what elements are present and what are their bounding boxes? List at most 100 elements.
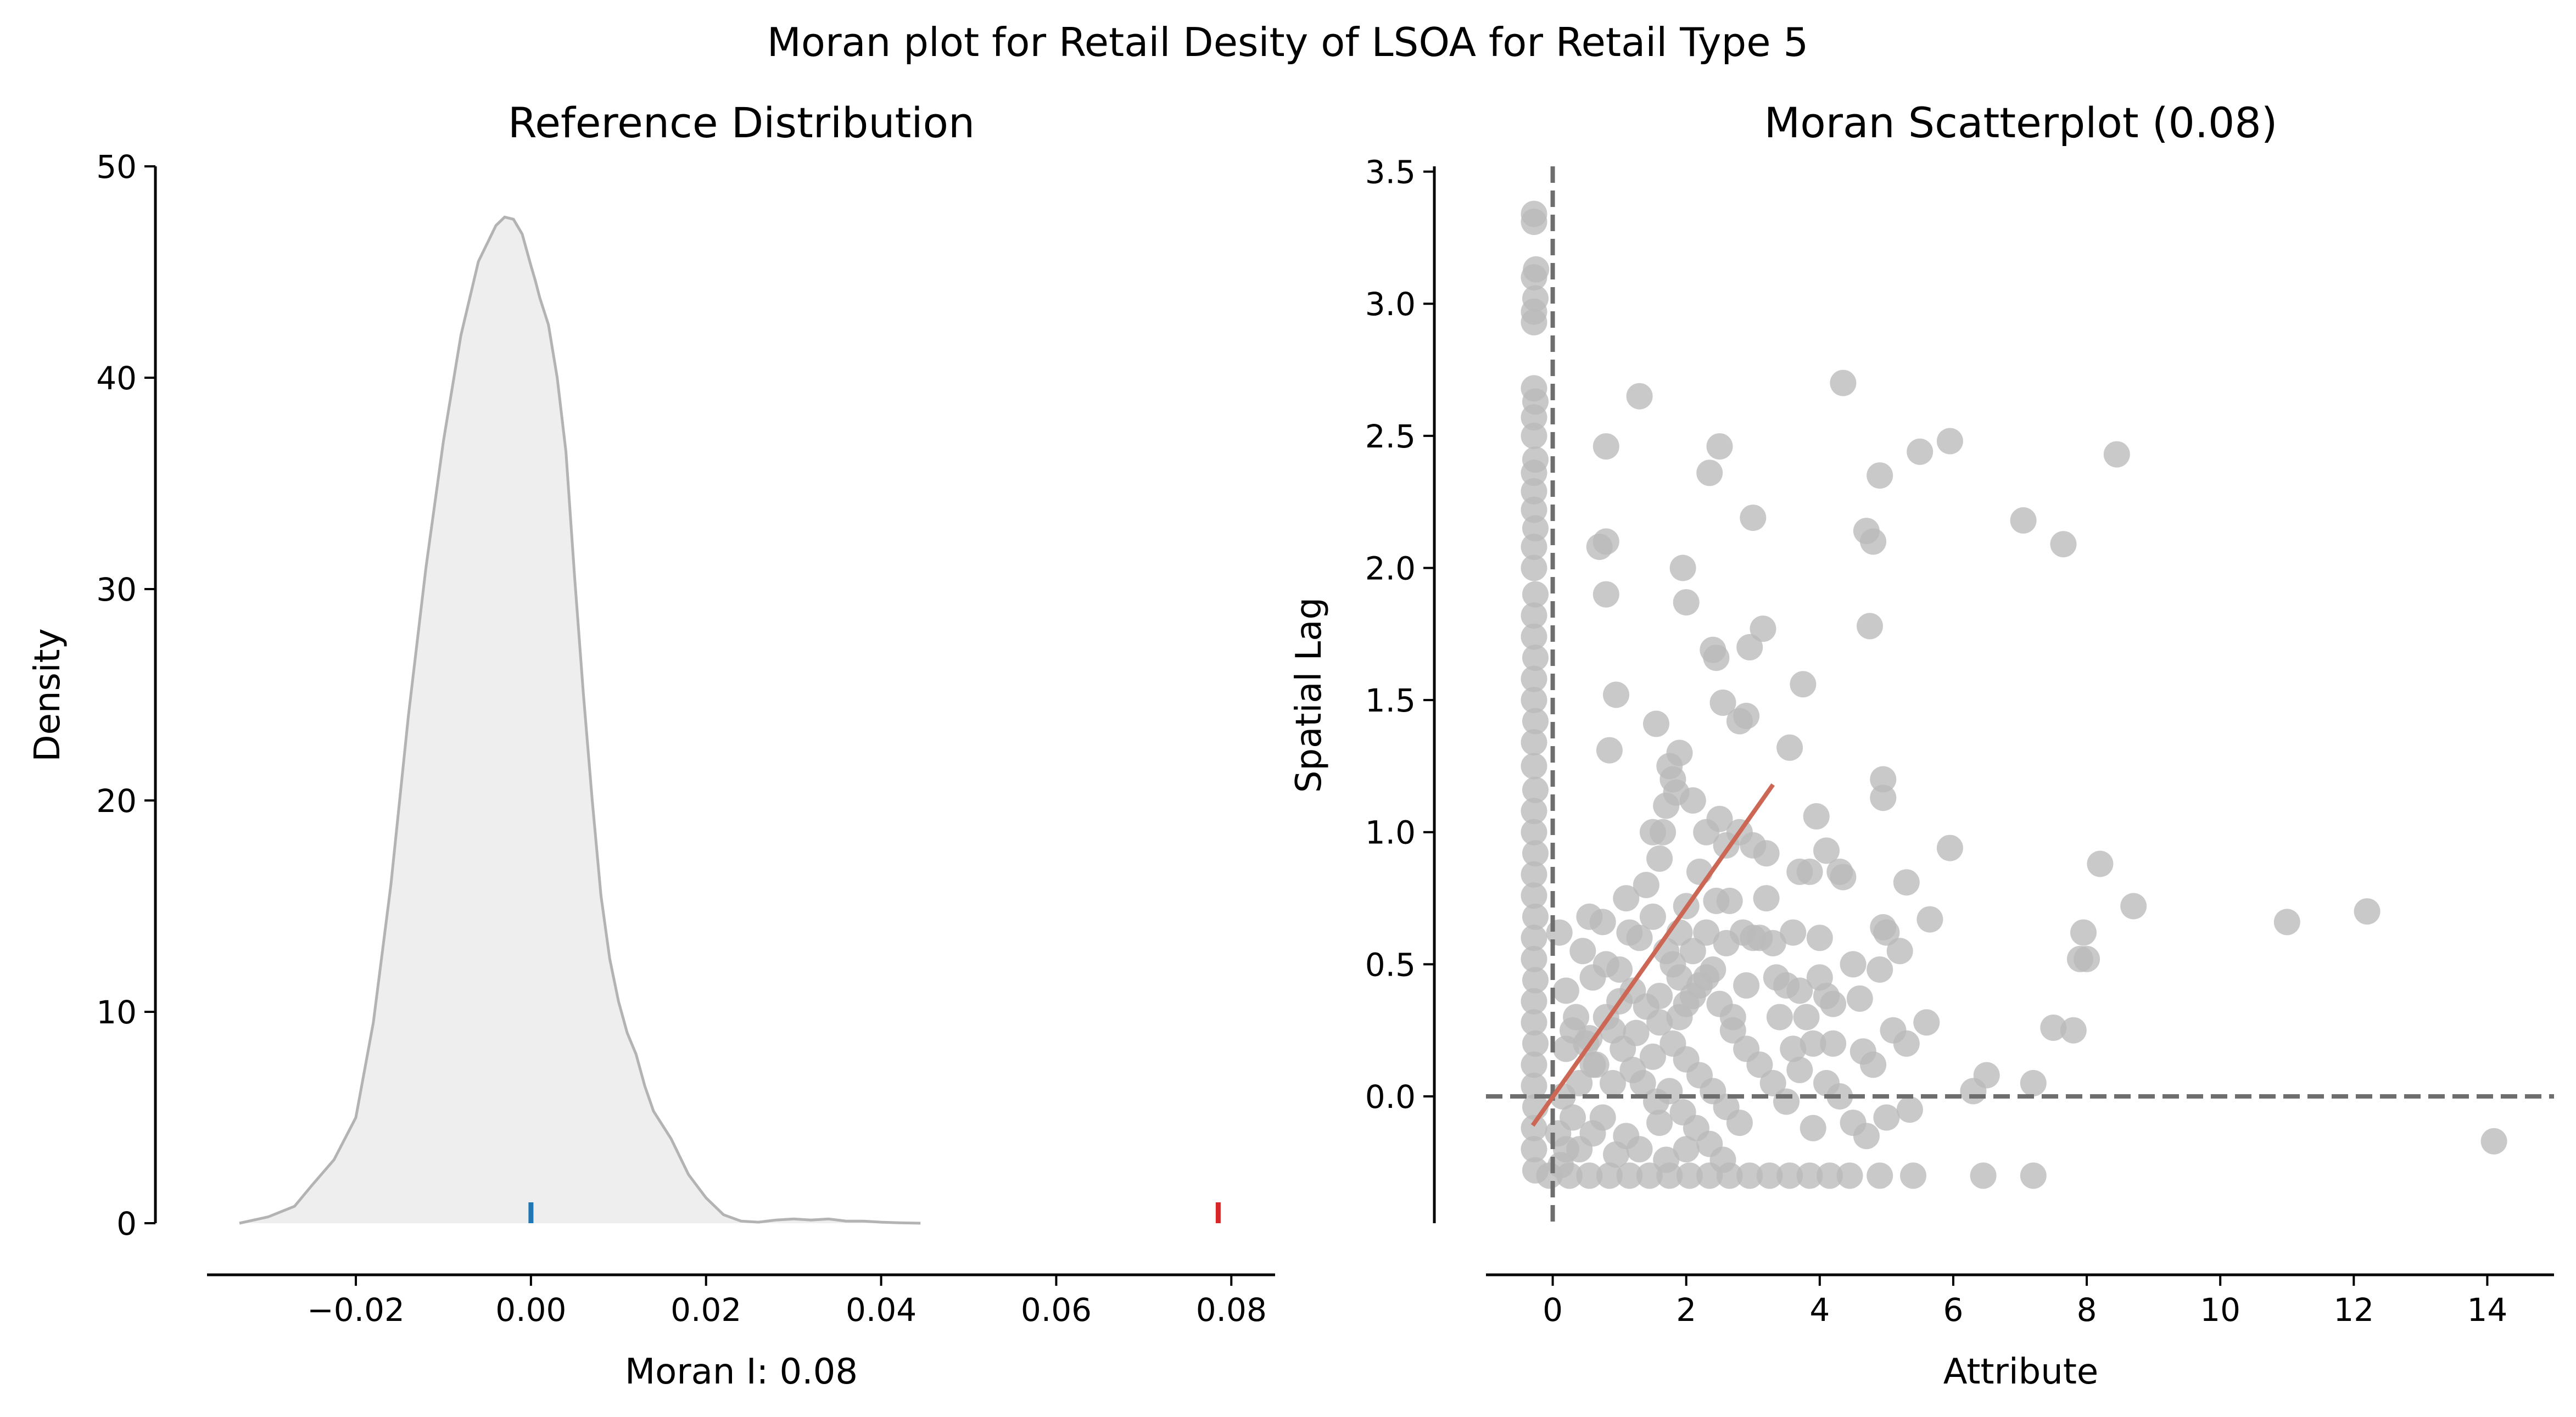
scatter-point-157: [1973, 1062, 2000, 1089]
scatter-point-115: [1589, 909, 1616, 936]
kde-line: [239, 215, 921, 1225]
scatter-point-63: [1900, 1162, 1926, 1189]
scatter-point-202: [1696, 460, 1723, 486]
scatter-point-155: [1896, 1096, 1923, 1123]
scatter-point-33: [1522, 903, 1549, 930]
scatter-point-40: [1521, 1051, 1547, 1078]
right-y-tick-label-4: 2.0: [1365, 550, 1416, 587]
scatter-point-128: [1706, 805, 1733, 832]
scatter-point-242: [1552, 977, 1579, 1004]
left-x-tick-label-3: 0.04: [846, 1291, 917, 1329]
scatter-point-27: [1522, 776, 1549, 803]
left-x-tick-label-1: 0.00: [495, 1291, 566, 1329]
scatter-point-80: [1646, 1009, 1673, 1036]
scatter-point-197: [1592, 581, 1619, 608]
scatter-point-126: [1679, 787, 1706, 814]
scatter-point-49: [1596, 1162, 1623, 1189]
scatter-point-241: [1800, 1114, 1826, 1141]
scatter-point-258: [1646, 983, 1673, 1010]
scatter-point-142: [1793, 1004, 1820, 1030]
left-y-tick-label-2: 20: [96, 782, 137, 820]
scatter-point-92: [1639, 1043, 1666, 1070]
left-x-tick-label-4: 0.06: [1021, 1291, 1092, 1329]
scatter-point-37: [1521, 988, 1547, 1015]
scatter-point-251: [1806, 925, 1833, 951]
scatter-point-113: [1546, 919, 1573, 946]
scatter-point-100: [1759, 1069, 1786, 1096]
moran-scatter-y-ticks: 0.0 0.5 1.0 1.5 2.0 2.5 3.0 3.5: [1365, 154, 1434, 1116]
scatter-point-171: [1893, 869, 1920, 896]
scatter-point-212: [2010, 507, 2037, 534]
scatter-point-174: [1849, 1038, 1876, 1065]
scatter-point-123: [1656, 753, 1683, 780]
scatter-point-44: [1521, 1136, 1547, 1163]
scatter-point-219: [1686, 972, 1713, 999]
scatter-point-48: [1576, 1162, 1603, 1189]
right-x-tick-label-1: 2: [1676, 1291, 1696, 1329]
scatter-point-99: [1746, 1051, 1773, 1078]
scatter-point-125: [1650, 819, 1677, 845]
scatter-point-86: [1726, 1110, 1753, 1136]
left-x-tick-label-0: −0.02: [307, 1291, 405, 1329]
scatter-point-144: [1820, 1030, 1847, 1057]
scatter-point-36: [1522, 967, 1549, 994]
scatter-point-206: [1867, 462, 1893, 489]
scatter-point-62: [1867, 1162, 1893, 1189]
scatter-point-57: [1756, 1162, 1783, 1189]
scatter-point-69: [1560, 1104, 1586, 1131]
scatter-point-165: [2273, 909, 2300, 936]
scatter-point-71: [1566, 1069, 1593, 1096]
right-x-tick-label-5: 10: [2200, 1291, 2240, 1329]
scatter-point-30: [1522, 840, 1549, 867]
scatter-point-90: [1600, 1069, 1626, 1096]
moran-scatter-x-ticks: 0 2 4 6 8 10 12 14: [1543, 1275, 2507, 1329]
scatter-point-168: [2087, 850, 2114, 877]
scatter-point-183: [1796, 858, 1823, 885]
scatter-point-232: [1709, 1146, 1736, 1173]
scatter-point-245: [1616, 919, 1643, 946]
scatter-point-185: [1790, 671, 1817, 698]
scatter-point-132: [1753, 840, 1780, 867]
scatter-point-195: [1603, 681, 1629, 708]
left-x-tick-label-5: 0.08: [1196, 1291, 1267, 1329]
scatter-point-133: [1686, 858, 1713, 885]
scatter-point-17: [1521, 555, 1547, 581]
scatter-point-89: [1646, 1110, 1673, 1136]
scatter-point-184: [1776, 734, 1803, 761]
scatter-points: [1521, 200, 2507, 1189]
scatter-point-102: [1786, 1056, 1813, 1083]
scatter-point-59: [1796, 1162, 1823, 1189]
scatter-point-159: [2040, 1014, 2067, 1041]
scatter-point-244: [1606, 956, 1633, 983]
scatter-point-172: [1870, 914, 1897, 940]
scatter-point-16: [1521, 534, 1547, 560]
scatter-point-154: [1873, 1104, 1900, 1131]
scatter-point-176: [1870, 785, 1897, 811]
scatter-point-175: [1846, 985, 1873, 1012]
right-y-tick-label-7: 3.5: [1365, 154, 1416, 191]
right-y-tick-label-1: 0.5: [1365, 946, 1416, 983]
scatter-point-101: [1773, 1088, 1800, 1115]
scatter-point-13: [1521, 478, 1547, 505]
scatter-point-141: [1786, 977, 1813, 1004]
scatter-point-12: [1521, 460, 1547, 486]
scatter-point-246: [1719, 1004, 1746, 1030]
scatter-point-208: [1936, 428, 1963, 455]
scatter-point-192: [1673, 589, 1700, 616]
scatter-point-135: [1716, 887, 1743, 914]
scatter-point-178: [1803, 803, 1830, 830]
scatter-point-205: [1830, 369, 1857, 396]
scatter-point-220: [1673, 990, 1700, 1017]
scatter-point-164: [2120, 893, 2147, 920]
scatter-point-23: [1521, 687, 1547, 714]
right-y-tick-label-3: 1.5: [1365, 682, 1416, 719]
scatter-point-217: [1713, 929, 1740, 956]
scatter-point-238: [1603, 1141, 1629, 1168]
scatter-point-18: [1522, 581, 1549, 608]
reference-distribution-y-ticks: 0 10 20 30 40 50: [96, 148, 155, 1242]
scatter-point-34: [1521, 925, 1547, 951]
scatter-point-167: [2480, 1128, 2507, 1155]
scatter-point-207: [1907, 438, 1934, 465]
scatter-point-216: [1740, 925, 1767, 951]
reference-distribution-title: Reference Distribution: [508, 98, 975, 147]
